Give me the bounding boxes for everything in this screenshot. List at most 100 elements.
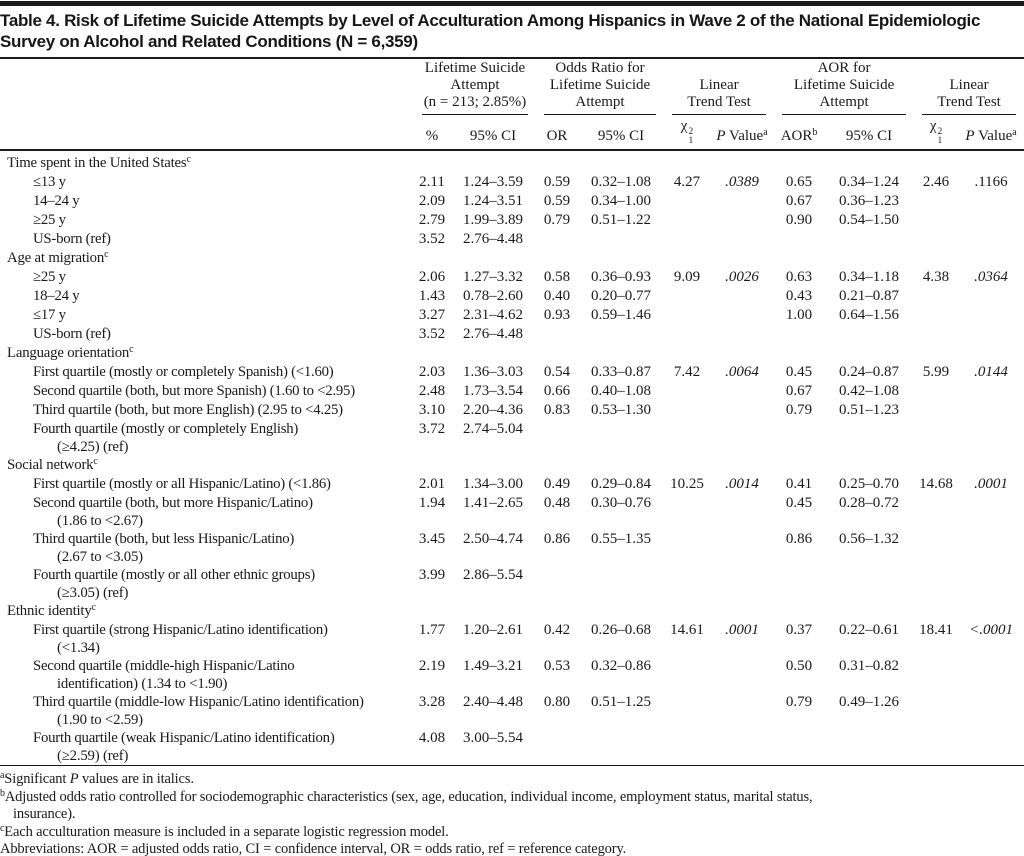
cell-pct: 2.79 [418,212,446,228]
cell-chi2 [914,494,958,530]
cell-chi2 [914,306,958,325]
row-label: ≥25 y [33,212,66,228]
cell-chi1 [664,211,710,230]
cell-p2 [958,306,1024,325]
row-label: Fourth quartile (mostly or all other eth… [0,566,414,602]
section-row: Social networkc [0,456,1024,475]
cell-chi1 [664,287,710,306]
cell-ci2 [578,566,664,602]
cell-pct: 2.09 [418,193,446,209]
row-label-continuation: (1.86 to <2.67) [57,513,143,529]
cell-ci3 [824,729,914,765]
data-row: Fourth quartile (mostly or completely En… [0,420,1024,456]
cell-p1 [710,211,774,230]
row-label: First quartile (strong Hispanic/Latino i… [0,621,414,657]
cell-or [536,325,578,344]
column-subheader-p-value-2: P Valuea [958,115,1024,151]
cell-chi2 [914,287,958,306]
cell-ci1: 2.40–4.48 [463,694,523,710]
cell-chi1 [664,401,710,420]
row-label-continuation: (1.90 to <2.59) [57,712,143,728]
cell-ci2: 0.32–1.08 [591,174,651,190]
data-row: ≤13 y 2.11 1.24–3.59 0.59 0.32–1.08 4.27 .0389… [0,173,1024,192]
cell-or: 0.59 [543,193,571,209]
cell-ci3: 0.49–1.26 [839,694,900,710]
data-row: ≥25 y 2.79 1.99–3.89 0.79 0.51–1.22 0.90 0.54–… [0,211,1024,230]
table-title-line1: Table 4. Risk of Lifetime Suicide Attemp… [0,11,981,30]
cell-chi1 [664,693,710,729]
cell-p1 [710,530,774,566]
cell-p2 [958,530,1024,566]
data-row: Fourth quartile (weak Hispanic/Latino id… [0,729,1024,765]
cell-p2: .0364 [974,269,1008,285]
cell-pct: 2.19 [418,658,446,674]
cell-p2: .0001 [974,476,1008,492]
cell-ci3: 0.28–0.72 [839,495,900,511]
cell-pct: 1.43 [418,288,446,304]
cell-chi1: 14.61 [670,622,704,638]
cell-ci2: 0.59–1.46 [591,307,651,323]
footnote-line: Abbreviations: AOR = adjusted odds ratio… [0,841,627,856]
cell-aor: 1.00 [785,307,813,323]
cell-chi1 [664,325,710,344]
cell-chi1 [664,657,710,693]
cell-chi2 [914,729,958,765]
cell-aor: 0.50 [785,658,813,674]
cell-ci1: 1.41–2.65 [463,495,523,511]
cell-aor: 0.37 [785,622,813,638]
cell-chi2 [914,657,958,693]
row-label: US-born (ref) [33,326,111,342]
cell-ci3: 0.24–0.87 [839,364,900,380]
cell-ci3: 0.56–1.32 [839,531,900,547]
row-label: First quartile (mostly or completely Spa… [33,364,334,380]
cell-p1 [710,693,774,729]
cell-aor [774,566,824,602]
row-label: Second quartile (middle-high Hispanic/La… [0,657,414,693]
row-label-continuation: identification) (1.34 to <1.90) [57,676,228,692]
cell-aor: 0.45 [785,495,813,511]
cell-p2: .0144 [974,364,1008,380]
cell-ci1: 1.20–2.61 [463,622,523,638]
section-label: Language orientationc [7,344,134,362]
section-row: Language orientationc [0,344,1024,363]
cell-or: 0.86 [543,531,571,547]
cell-p2 [958,325,1024,344]
cell-p1 [710,420,774,456]
row-label-continuation: (<1.34) [57,640,100,656]
cell-ci1: 2.31–4.62 [463,307,523,323]
cell-pct: 4.08 [418,730,446,746]
cell-chi2 [914,192,958,211]
row-label-continuation: (≥2.59) (ref) [57,748,129,764]
cell-chi2: 5.99 [922,364,950,380]
cell-p2 [958,494,1024,530]
row-label: Fourth quartile (weak Hispanic/Latino id… [0,729,414,765]
cell-pct: 2.03 [418,364,446,380]
cell-aor: 0.79 [785,402,813,418]
table-bottom-rule [0,765,1024,766]
cell-pct: 3.10 [418,402,446,418]
data-row: First quartile (mostly or all Hispanic/L… [0,475,1024,494]
cell-p2 [958,230,1024,249]
cell-p2 [958,420,1024,456]
cell-ci2: 0.40–1.08 [591,383,651,399]
cell-aor [774,420,824,456]
cell-p1 [710,494,774,530]
column-subheader-aor: AORb [774,115,825,151]
cell-p2 [958,287,1024,306]
cell-aor [774,230,824,249]
row-label-continuation: (≥4.25) (ref) [57,439,129,455]
cell-ci2: 0.55–1.35 [591,531,651,547]
section-label: Ethnic identityc [7,602,96,620]
cell-ci2: 0.53–1.30 [591,402,651,418]
table-body: Time spent in the United Statesc ≤13 y 2.1… [0,150,1024,765]
cell-pct: 1.77 [418,622,446,638]
cell-or: 0.66 [543,383,571,399]
cell-or: 0.42 [543,622,571,638]
data-row: Second quartile (both, but more Hispanic… [0,494,1024,530]
cell-chi1 [664,494,710,530]
cell-p1: .0026 [725,269,759,285]
cell-pct: 2.48 [418,383,446,399]
cell-ci3: 0.51–1.23 [839,402,900,418]
